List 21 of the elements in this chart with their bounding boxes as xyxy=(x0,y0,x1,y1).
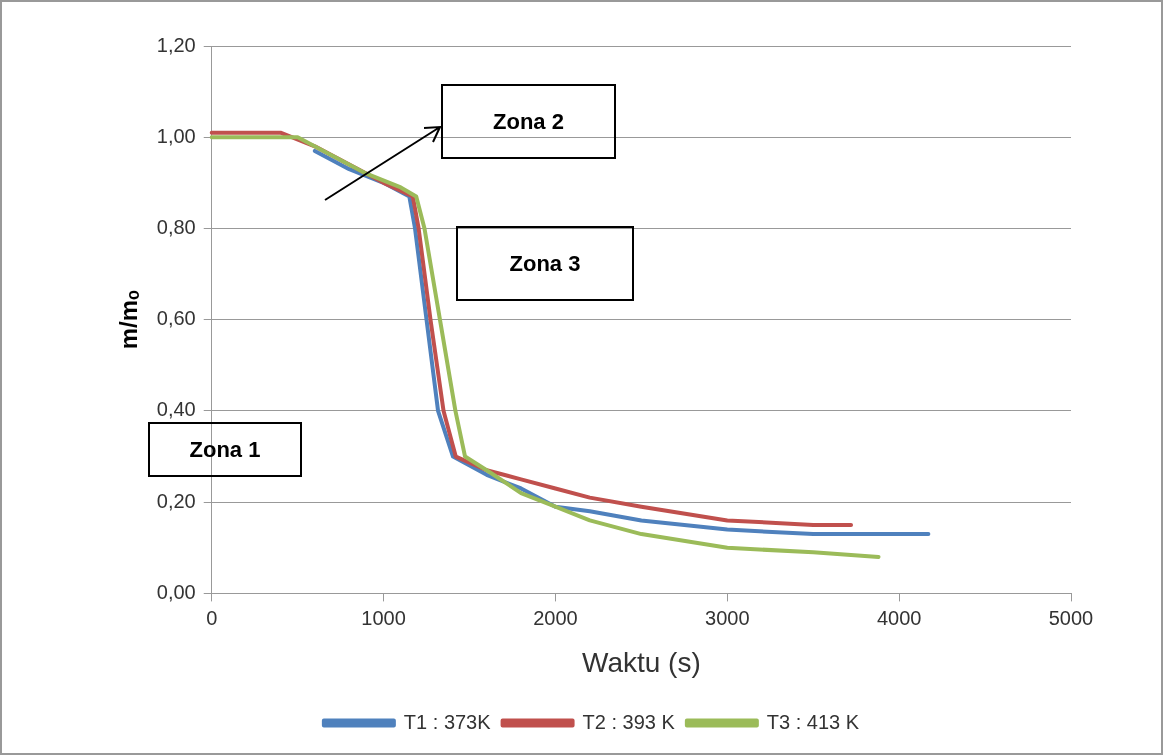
x-axis-title: Waktu (s) xyxy=(581,646,701,678)
y-tick-label: 0,00 xyxy=(156,580,196,603)
x-tick-label: 2000 xyxy=(533,606,578,629)
y-axis-title: m/mₒ xyxy=(115,289,143,350)
x-tick-label: 4000 xyxy=(876,606,922,629)
y-tick-label: 0,20 xyxy=(156,489,196,512)
legend-label: T1 : 373K xyxy=(403,710,492,733)
y-tick-label: 1,20 xyxy=(156,33,196,56)
y-tick-label: 1,00 xyxy=(156,124,196,147)
text-box: Zona 3 xyxy=(456,226,634,301)
x-tick-label: 0 xyxy=(206,606,218,629)
y-tick-label: 0,40 xyxy=(156,398,196,421)
x-tick-label: 1000 xyxy=(361,606,406,629)
legend-label: T3 : 413 K xyxy=(766,710,860,733)
text-box: Zona 2 xyxy=(441,84,616,159)
y-tick-label: 0,60 xyxy=(156,307,196,330)
text-box: Zona 1 xyxy=(148,422,302,477)
x-tick-label: 5000 xyxy=(1048,606,1094,629)
legend-label: T2 : 393 K xyxy=(582,710,676,733)
x-tick-label: 3000 xyxy=(705,606,750,629)
y-tick-label: 0,80 xyxy=(156,215,196,238)
